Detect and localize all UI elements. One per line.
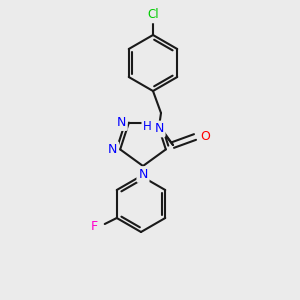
Text: H: H xyxy=(143,121,152,134)
Text: O: O xyxy=(200,130,210,143)
Text: F: F xyxy=(91,220,98,232)
Text: N: N xyxy=(116,116,126,129)
Text: N: N xyxy=(138,168,148,181)
Text: N: N xyxy=(154,122,164,136)
Text: N: N xyxy=(108,143,117,156)
Text: Cl: Cl xyxy=(147,8,159,22)
